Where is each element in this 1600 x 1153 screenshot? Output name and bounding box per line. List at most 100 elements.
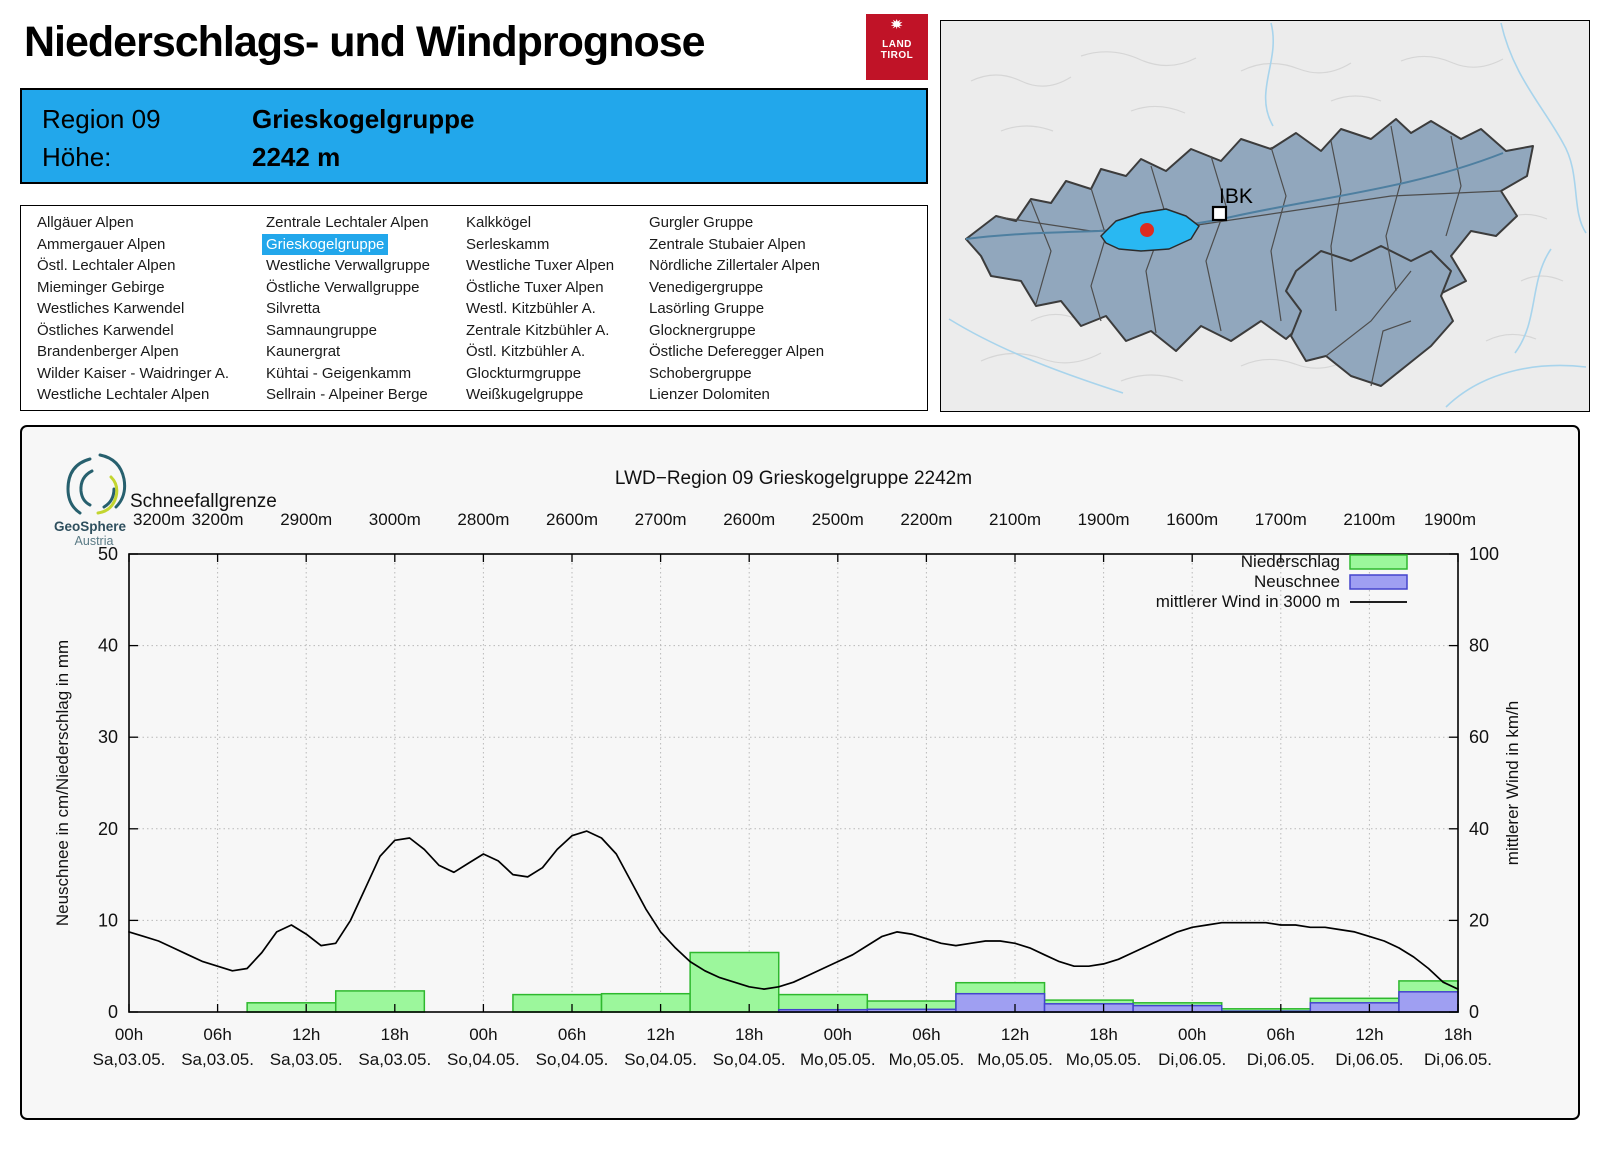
map-inn-river (965, 152, 1504, 240)
region-selector-list: Allgäuer Alpen Ammergauer Alpen Östl. Lech… (20, 205, 928, 411)
y-left-tick-label: 30 (98, 727, 118, 747)
region-item[interactable]: Kühtai - Geigenkamm (266, 364, 412, 382)
land-logo-text-1: LAND (882, 39, 912, 50)
x-hour-label: 00h (1178, 1025, 1206, 1044)
region-item[interactable]: Brandenberger Alpen (37, 343, 179, 360)
region-item[interactable]: Sellrain - Alpeiner Berge (266, 386, 428, 403)
snowline-value: 1600m (1166, 510, 1218, 529)
snowline-value: 2500m (812, 510, 864, 529)
region-item[interactable]: Venedigergruppe (649, 278, 764, 296)
region-item[interactable]: Westliches Karwendel (37, 300, 185, 317)
niederschlag-bar (600, 992, 691, 1013)
region-item[interactable]: Lasörling Gruppe (649, 300, 765, 317)
snowline-value: 1900m (1424, 510, 1476, 529)
legend-label: Neuschnee (1254, 572, 1340, 591)
x-hour-label: 18h (381, 1025, 409, 1044)
region-item[interactable]: Westliche Verwallgruppe (266, 257, 430, 274)
x-hour-label: 12h (1355, 1025, 1383, 1044)
niederschlag-bar (512, 993, 603, 1013)
snowline-value: 2900m (280, 510, 332, 529)
snowline-value: 1700m (1255, 510, 1307, 529)
land-logo-text-2: TIROL (880, 50, 914, 61)
x-date-label: So,04.05. (624, 1050, 697, 1069)
x-date-label: So,04.05. (536, 1050, 609, 1069)
region-item[interactable]: Gurgler Gruppe (649, 214, 754, 231)
y-left-tick-label: 10 (98, 910, 118, 930)
region-item[interactable]: Östl. Kitzbühler A. (466, 343, 586, 360)
region-item[interactable]: Silvretta (266, 300, 321, 317)
region-item[interactable]: Östliches Karwendel (37, 321, 174, 339)
region-item[interactable]: Samnaungruppe (266, 321, 377, 339)
altitude-label: Höhe: (42, 141, 112, 172)
region-item[interactable]: Grieskogelgruppe (262, 233, 389, 255)
region-item[interactable]: Zentrale Stubaier Alpen (649, 235, 806, 253)
x-hour-label: 06h (1267, 1025, 1295, 1044)
snowline-value: 2100m (989, 510, 1041, 529)
x-date-label: Di,06.05. (1335, 1050, 1403, 1069)
region-item[interactable]: Weißkugelgruppe (466, 386, 584, 403)
y-right-tick-label: 80 (1469, 636, 1489, 656)
land-tirol-logo: LAND TIROL (866, 14, 928, 80)
region-item[interactable]: Westliche Tuxer Alpen (466, 257, 615, 274)
region-item[interactable]: Zentrale Lechtaler Alpen (266, 214, 429, 231)
snowline-value: 1900m (1078, 510, 1130, 529)
y-right-tick-label: 100 (1469, 544, 1499, 564)
region-item[interactable]: Zentrale Kitzbühler A. (466, 321, 610, 339)
niederschlag-bar (334, 990, 426, 1013)
region-item[interactable]: Östl. Lechtaler Alpen (37, 257, 176, 274)
x-hour-label: 12h (1001, 1025, 1029, 1044)
x-hour-label: 12h (292, 1025, 320, 1044)
y-left-tick-label: 50 (98, 544, 118, 564)
altitude-value: 2242 m (252, 141, 341, 172)
x-date-label: Mo,05.05. (977, 1050, 1053, 1069)
x-hour-label: 06h (912, 1025, 940, 1044)
x-date-label: Sa,03.05. (358, 1050, 431, 1069)
snowline-label: Schneefallgrenze (130, 491, 277, 512)
region-item[interactable]: Kalkkögel (466, 214, 532, 231)
region-list-column-3: Kalkkögel Serleskamm Westliche Tuxer Alpen… (462, 212, 645, 410)
region-item[interactable]: Serleskamm (466, 235, 550, 253)
region-item[interactable]: Kaunergrat (266, 343, 341, 360)
region-item[interactable]: Östliche Verwallgruppe (266, 278, 420, 296)
map-ibk-label: IBK (1219, 185, 1253, 208)
snowline-value: 2600m (723, 510, 775, 529)
wind-line (128, 830, 1459, 990)
neuschnee-bar (1043, 1003, 1134, 1013)
y-left-tick-label: 20 (98, 819, 118, 839)
neuschnee-bar (1398, 991, 1459, 1013)
x-date-label: Sa,03.05. (270, 1050, 343, 1069)
snowline-value: 2100m (1343, 510, 1395, 529)
region-item[interactable]: Westl. Kitzbühler A. (466, 300, 596, 317)
snowline-value: 2800m (457, 510, 509, 529)
map-svg: IBK (941, 21, 1588, 410)
x-hour-label: 12h (646, 1025, 674, 1044)
niederschlag-bar (246, 1002, 337, 1013)
x-hour-label: 18h (1444, 1025, 1472, 1044)
legend-swatch (1349, 574, 1408, 590)
region-item[interactable]: Schobergruppe (649, 364, 752, 382)
svg-text:Austria: Austria (75, 534, 114, 547)
y-right-tick-label: 20 (1469, 910, 1489, 930)
region-item[interactable]: Allgäuer Alpen (37, 214, 134, 231)
region-item[interactable]: Östliche Tuxer Alpen (466, 278, 604, 296)
region-item[interactable]: Nördliche Zillertaler Alpen (649, 257, 820, 274)
region-item[interactable]: Westliche Lechtaler Alpen (37, 386, 210, 403)
region-name-value: Grieskogelgruppe (252, 103, 475, 134)
snowline-value: 3000m (369, 510, 421, 529)
region-list-column-4: Gurgler Gruppe Zentrale Stubaier Alpen Nör… (645, 212, 915, 410)
region-item[interactable]: Glockturmgruppe (466, 364, 582, 382)
map-ibk-marker (1211, 205, 1228, 222)
geosphere-logo: GeoSphere Austria (54, 453, 126, 547)
legend-swatch (1349, 554, 1408, 570)
x-hour-label: 00h (469, 1025, 497, 1044)
region-item[interactable]: Ammergauer Alpen (37, 235, 166, 253)
y-right-tick-label: 60 (1469, 727, 1489, 747)
region-item[interactable]: Östliche Deferegger Alpen (649, 343, 825, 360)
region-item[interactable]: Mieminger Gebirge (37, 278, 165, 296)
map-region-borders (998, 125, 1502, 387)
region-item[interactable]: Lienzer Dolomiten (649, 386, 770, 403)
snowline-value: 2600m (546, 510, 598, 529)
region-item[interactable]: Wilder Kaiser - Waidringer A. (37, 364, 229, 382)
region-item[interactable]: Glocknergruppe (649, 321, 756, 339)
legend-label: Niederschlag (1241, 552, 1340, 571)
